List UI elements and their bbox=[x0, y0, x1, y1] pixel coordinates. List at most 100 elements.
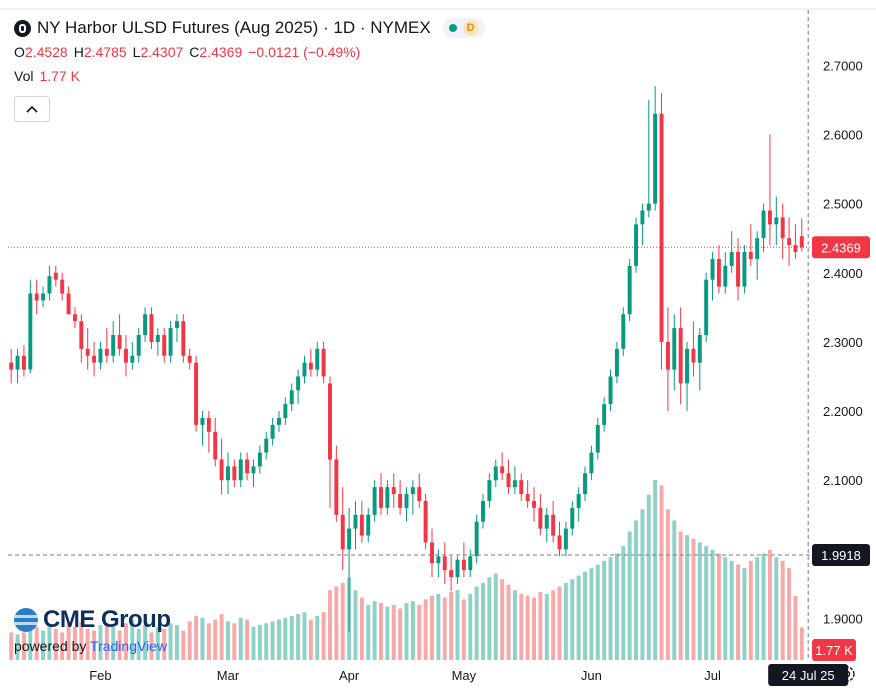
volume-bar bbox=[455, 590, 460, 660]
volume-bar bbox=[328, 590, 332, 660]
candle-body bbox=[245, 459, 250, 474]
candle-body bbox=[487, 480, 492, 501]
candle-body bbox=[130, 355, 135, 363]
candle-body bbox=[525, 494, 530, 501]
volume-bar bbox=[28, 628, 33, 660]
candle-body bbox=[799, 236, 804, 248]
powered-by-text: powered by bbox=[14, 638, 87, 654]
candle-body bbox=[136, 335, 141, 356]
y-tick-label-7: 1.9000 bbox=[823, 612, 863, 627]
ohlc-close-value: 2.4369 bbox=[199, 44, 243, 60]
candle-body bbox=[347, 528, 352, 550]
volume-bar bbox=[404, 603, 409, 660]
ohlc-open-value: 2.4528 bbox=[24, 44, 68, 60]
volume-bar bbox=[551, 590, 556, 660]
candle-body bbox=[449, 570, 454, 578]
tradingview-link[interactable]: TradingView bbox=[90, 638, 168, 654]
volume-bar bbox=[60, 632, 65, 660]
candle-body bbox=[41, 293, 46, 301]
volume-bar bbox=[130, 619, 135, 660]
candle-body bbox=[461, 559, 466, 571]
candle-body bbox=[257, 452, 262, 467]
y-tick-label-4: 2.3000 bbox=[823, 335, 863, 350]
x-tick-label-apr: Apr bbox=[339, 668, 360, 683]
candle-body bbox=[238, 459, 243, 481]
candle-body bbox=[423, 500, 428, 543]
volume-bar bbox=[774, 557, 779, 660]
volume-bar bbox=[506, 584, 511, 660]
ohlc-open-key: O bbox=[14, 44, 25, 60]
x-tick-label-jul: Jul bbox=[704, 668, 721, 683]
axes: 2.7000 2.6000 2.5000 2.4000 2.3000 2.2000 2.10… bbox=[8, 10, 870, 686]
candle-body bbox=[225, 466, 230, 481]
volume-bar bbox=[92, 630, 97, 660]
candle-body bbox=[570, 507, 575, 529]
candle-body bbox=[710, 258, 715, 280]
candle-body bbox=[289, 390, 294, 405]
volume-bar bbox=[9, 632, 14, 660]
volume-bar bbox=[767, 549, 772, 660]
candle-body bbox=[359, 514, 364, 536]
candle-body bbox=[104, 348, 109, 356]
volume-bar bbox=[423, 599, 428, 660]
candle-body bbox=[200, 417, 205, 425]
candle-body bbox=[748, 252, 753, 259]
volume-bar bbox=[270, 621, 275, 660]
powered-by[interactable]: powered by TradingView bbox=[14, 638, 171, 654]
volume-bar bbox=[736, 564, 741, 660]
candle-body bbox=[793, 245, 798, 253]
volume-bar bbox=[334, 586, 339, 660]
candle-body bbox=[66, 293, 71, 315]
volume-bar bbox=[487, 577, 492, 660]
volume-bar bbox=[72, 626, 77, 660]
candle-body bbox=[563, 528, 568, 550]
volume-bar bbox=[366, 604, 371, 660]
y-tick-label-6: 2.1000 bbox=[823, 473, 863, 488]
volume-bar bbox=[79, 621, 84, 660]
volume-bar bbox=[149, 632, 154, 660]
candle-body bbox=[430, 542, 434, 564]
volume-bar bbox=[251, 626, 256, 660]
collapse-legend-button[interactable] bbox=[14, 96, 50, 122]
candle-body bbox=[481, 500, 485, 522]
candle-body bbox=[468, 556, 473, 571]
volume-bar bbox=[608, 557, 613, 660]
volume-bar bbox=[398, 608, 403, 660]
y-tick-label-2: 2.5000 bbox=[823, 197, 863, 212]
volume-bar bbox=[595, 564, 600, 660]
chart-title[interactable]: NY Harbor ULSD Futures (Aug 2025) · 1D ·… bbox=[37, 18, 431, 37]
candle-body bbox=[366, 514, 371, 536]
candle-body bbox=[379, 487, 383, 508]
volume-bar bbox=[627, 531, 632, 660]
volume-bar bbox=[417, 604, 422, 660]
y-tick-label-1: 2.6000 bbox=[823, 127, 863, 142]
volume-bar bbox=[168, 623, 173, 660]
volume-bar bbox=[512, 590, 517, 660]
volume-bar bbox=[379, 603, 383, 660]
candle-body bbox=[774, 217, 779, 225]
x-tick-label-mar: Mar bbox=[217, 668, 240, 683]
candle-body bbox=[9, 362, 14, 370]
volume-bar bbox=[525, 595, 530, 660]
volume-bar bbox=[729, 560, 734, 660]
candle-body bbox=[691, 348, 696, 363]
candle-body bbox=[391, 487, 396, 495]
volume-label: Vol bbox=[14, 68, 34, 84]
volume-bar bbox=[436, 593, 441, 660]
candle-body bbox=[21, 355, 26, 370]
y-tick-label-0: 2.7000 bbox=[823, 58, 863, 73]
volume-bar bbox=[761, 553, 766, 660]
last-volume-tag bbox=[812, 639, 856, 661]
volume-bar bbox=[219, 614, 224, 660]
volume-bar bbox=[691, 538, 696, 660]
volume-bar bbox=[787, 568, 792, 660]
symbol-icon bbox=[14, 19, 31, 37]
settings-gear-icon[interactable] bbox=[838, 665, 856, 683]
volume-bar bbox=[557, 586, 562, 660]
status-pill[interactable]: D bbox=[442, 18, 485, 38]
candle-body bbox=[353, 514, 358, 529]
candle-body bbox=[79, 321, 84, 349]
candle-body bbox=[85, 348, 90, 356]
volume-bar bbox=[111, 626, 116, 660]
